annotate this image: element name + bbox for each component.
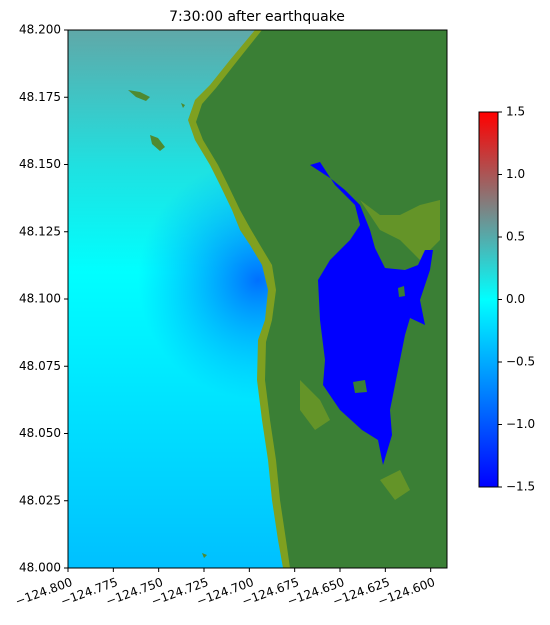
chart-title: 7:30:00 after earthquake [169,9,345,25]
y-tick-label: 48.025 [19,493,61,507]
colorbar [478,111,499,488]
y-tick-label: 48.200 [19,23,61,37]
y-tick-label: 48.175 [19,90,61,104]
y-tick-label: 48.050 [19,426,61,440]
y-tick-label: 48.000 [19,561,61,575]
colorbar-tick-label: 1.5 [506,105,525,119]
map-image [68,30,447,568]
y-tick-label: 48.075 [19,359,61,373]
colorbar-tick-label: 0.0 [506,292,525,306]
colorbar-tick-label: −0.5 [506,355,535,369]
y-tick-label: 48.150 [19,157,61,171]
colorbar-tick-label: 1.0 [506,167,525,181]
y-tick-label: 48.100 [19,292,61,306]
colorbar-tick-label: −1.0 [506,417,535,431]
colorbar-tick-label: −1.5 [506,480,535,494]
y-tick-label: 48.125 [19,224,61,238]
colorbar-tick-label: 0.5 [506,230,525,244]
